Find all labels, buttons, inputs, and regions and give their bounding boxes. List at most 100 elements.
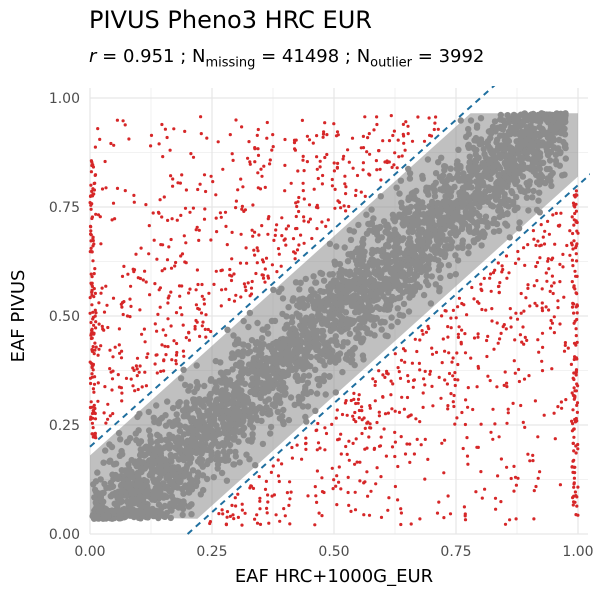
outlier-point (268, 158, 272, 162)
outlier-point (540, 301, 544, 305)
outlier-point (413, 337, 417, 341)
data-point (304, 379, 312, 386)
data-point (465, 142, 472, 150)
outlier-point (550, 321, 555, 325)
outlier-point (106, 325, 110, 330)
data-point (180, 454, 187, 462)
data-point (270, 286, 277, 293)
data-point (177, 478, 184, 486)
outlier-point (306, 220, 311, 224)
outlier-point (172, 339, 176, 343)
outlier-point (258, 499, 262, 503)
outlier-point (500, 270, 504, 274)
outlier-point (202, 173, 207, 177)
data-point (245, 342, 252, 350)
data-point (292, 372, 300, 379)
outlier-point (451, 400, 455, 404)
data-point (100, 459, 107, 466)
data-point (515, 225, 523, 232)
outlier-point (203, 207, 207, 211)
outlier-point (111, 201, 116, 205)
outlier-point (534, 264, 538, 269)
data-point (158, 469, 165, 477)
outlier-point (335, 503, 339, 507)
data-point (560, 138, 567, 146)
outlier-point (131, 384, 135, 388)
data-point (383, 222, 390, 229)
outlier-point (378, 167, 382, 171)
outlier-point (470, 285, 474, 290)
outlier-point (93, 348, 97, 352)
outlier-point (379, 515, 384, 520)
data-point (206, 395, 214, 402)
outlier-point (363, 194, 367, 198)
outlier-point (502, 383, 506, 387)
data-point (233, 337, 241, 344)
data-point (486, 186, 493, 194)
outlier-point (288, 480, 292, 484)
data-point (496, 171, 503, 179)
data-point (226, 377, 234, 384)
outlier-point (238, 261, 243, 265)
outlier-point (476, 335, 480, 339)
outlier-point (249, 286, 254, 290)
data-point (528, 139, 535, 146)
data-point (409, 228, 417, 235)
outlier-point (181, 323, 185, 327)
outlier-point (91, 387, 95, 391)
data-point (230, 461, 237, 468)
data-point (333, 356, 340, 364)
outlier-point (393, 409, 397, 413)
data-point (193, 362, 200, 369)
data-point (385, 284, 392, 291)
outlier-point (572, 485, 576, 489)
data-point (203, 475, 211, 483)
data-point (532, 159, 539, 166)
outlier-point (164, 353, 168, 357)
data-point (181, 484, 188, 491)
outlier-point (361, 161, 365, 165)
outlier-point (310, 236, 314, 241)
data-point (240, 424, 248, 432)
data-point (217, 415, 225, 422)
data-point (384, 332, 391, 340)
outlier-point (89, 183, 93, 187)
data-point (484, 138, 492, 145)
outlier-point (196, 187, 200, 192)
y-tick-label: 0.50 (49, 309, 80, 325)
outlier-point (575, 504, 579, 508)
outlier-point (144, 384, 148, 388)
data-point (199, 472, 207, 479)
data-point (177, 375, 185, 382)
outlier-point (344, 185, 348, 189)
outlier-point (551, 256, 555, 260)
outlier-point (88, 360, 92, 364)
data-point (556, 116, 563, 123)
data-point (117, 493, 125, 500)
x-tick-label: 0.00 (74, 544, 105, 560)
data-point (227, 420, 235, 427)
data-point (446, 172, 453, 180)
outlier-point (240, 508, 244, 512)
data-point (94, 469, 101, 476)
data-point (466, 153, 473, 160)
outlier-point (480, 496, 484, 500)
data-point (386, 276, 393, 283)
outlier-point (256, 249, 260, 253)
outlier-point (352, 391, 356, 395)
outlier-point (282, 507, 286, 511)
outlier-point (574, 494, 578, 498)
outlier-point (357, 416, 361, 420)
outlier-point (574, 246, 578, 250)
outlier-point (287, 503, 291, 507)
data-point (279, 412, 286, 420)
outlier-point (341, 157, 345, 161)
outlier-point (442, 516, 446, 520)
outlier-point (161, 243, 165, 247)
outlier-point (183, 129, 187, 133)
outlier-point (155, 329, 159, 333)
outlier-point (152, 238, 156, 242)
outlier-point (381, 395, 385, 399)
data-point (314, 376, 321, 383)
